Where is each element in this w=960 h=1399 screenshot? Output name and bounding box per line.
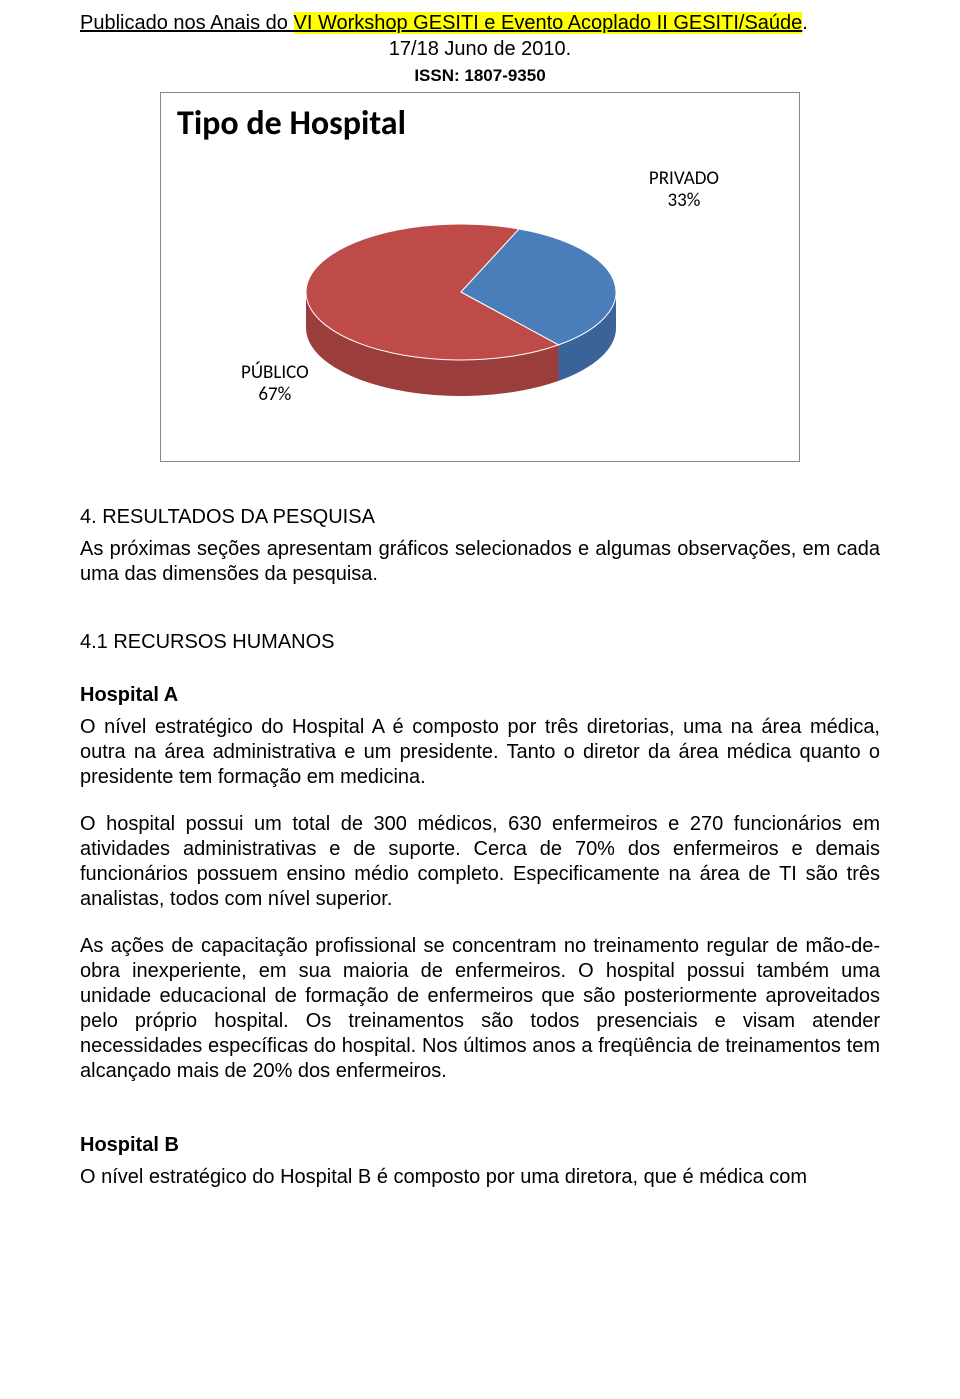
slice-label-publico: PÚBLICO 67%	[241, 362, 309, 406]
pub-highlight: VI Workshop GESITI e Evento Acoplado II …	[294, 12, 803, 34]
chart-title: Tipo de Hospital	[177, 103, 789, 144]
pub-period: .	[802, 12, 808, 34]
hospital-a-p1: O nível estratégico do Hospital A é comp…	[80, 715, 880, 790]
doc-header: Publicado nos Anais do VI Workshop GESIT…	[80, 10, 880, 62]
pie-wrap: PRIVADO 33% PÚBLICO 67%	[171, 144, 789, 444]
slice-label-privado: PRIVADO 33%	[649, 168, 719, 212]
section-4-title: 4. RESULTADOS DA PESQUISA	[80, 506, 880, 529]
hospital-b-head: Hospital B	[80, 1134, 880, 1157]
hospital-b-p1: O nível estratégico do Hospital B é comp…	[80, 1165, 880, 1190]
hospital-a-p2: O hospital possui um total de 300 médico…	[80, 812, 880, 912]
hospital-a-p3: As ações de capacitação profissional se …	[80, 934, 880, 1084]
page: Publicado nos Anais do VI Workshop GESIT…	[0, 0, 960, 1252]
slice-label-privado-pct: 33%	[668, 189, 701, 212]
pub-prefix: Publicado nos Anais do	[80, 12, 294, 34]
section-4-para: As próximas seções apresentam gráficos s…	[80, 537, 880, 587]
slice-label-publico-pct: 67%	[258, 383, 291, 406]
slice-label-privado-name: PRIVADO	[649, 167, 719, 190]
pie-chart-box: Tipo de Hospital PRIVADO 33% PÚBLICO 67%	[160, 92, 800, 462]
section-41-title: 4.1 RECURSOS HUMANOS	[80, 631, 880, 654]
pub-date: 17/18 Juno de 2010.	[80, 36, 880, 62]
hospital-a-head: Hospital A	[80, 684, 880, 707]
issn-line: ISSN: 1807-9350	[80, 66, 880, 86]
slice-label-publico-name: PÚBLICO	[241, 361, 309, 384]
